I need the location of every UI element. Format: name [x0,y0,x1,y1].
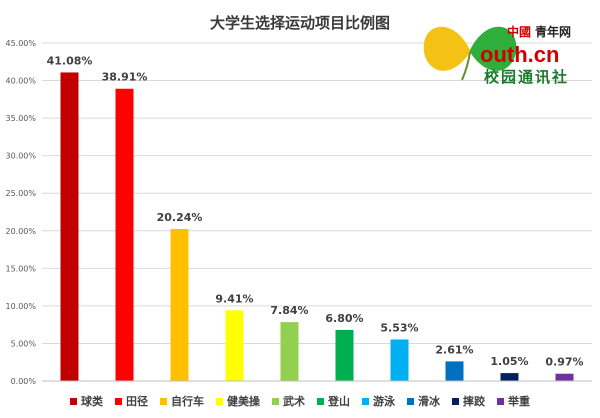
y-tick-label: 30.00% [5,152,36,161]
logo-sub: 校园通讯社 [484,68,569,86]
legend-swatch [216,398,223,405]
legend-label: 球类 [81,394,104,408]
y-tick-label: 10.00% [5,302,36,311]
bar-5 [280,322,299,381]
logo-top-black: 青年网 [535,24,571,39]
legend-swatch [452,398,459,405]
legend: 球类 田径 自行车 健美操 武术 登山 游泳 滑冰 摔跤 举重 [70,394,530,408]
legend-swatch [160,398,167,405]
data-label: 0.97% [545,356,583,369]
data-label: 2.61% [435,343,473,356]
y-tick-label: 35.00% [5,114,36,123]
data-label: 5.53% [380,321,418,334]
youth-cn-logo: 中國 青年网 outh.cn 校园通讯社 [423,24,571,86]
legend-swatch [497,398,504,405]
gridlines [42,42,592,344]
bar-7 [390,339,409,381]
data-label: 38.91% [102,71,148,84]
logo-top-red: 中國 [507,24,531,39]
bar-9 [500,373,519,381]
y-tick-label: 5.00% [11,339,37,348]
y-tick-label: 15.00% [5,264,36,273]
legend-label: 武术 [283,394,305,408]
legend-label: 健美操 [227,394,261,408]
legend-swatch [362,398,369,405]
bar-2 [115,88,134,381]
bar-6 [335,329,354,381]
ginkgo-leaf-icon [423,26,517,81]
logo-main: outh.cn [480,42,559,67]
legend-swatch [407,398,414,405]
data-label: 6.80% [325,312,363,325]
legend-label: 摔跤 [463,394,485,408]
legend-swatch [317,398,324,405]
data-label: 20.24% [157,211,203,224]
y-tick-label: 45.00% [5,39,36,48]
data-label: 9.41% [215,292,253,305]
y-tick-label: 20.00% [5,227,36,236]
legend-swatch [272,398,279,405]
y-tick-label: 40.00% [5,77,36,86]
legend-label: 滑冰 [418,394,441,408]
legend-label: 举重 [507,394,530,408]
bar-8 [445,361,464,381]
bar-10 [555,373,574,381]
legend-label: 游泳 [373,394,396,408]
legend-label: 登山 [327,394,350,408]
legend-swatch [115,398,122,405]
legend-label: 田径 [126,394,148,408]
bar-3 [170,228,189,381]
legend-swatch [70,398,77,405]
data-labels: 41.08% 38.91% 20.24% 9.41% 7.84% 6.80% 5.53% 2.… [47,54,584,368]
chart-title: 大学生选择运动项目比例图 [210,14,390,32]
data-label: 7.84% [270,304,308,317]
data-label: 1.05% [490,355,528,368]
bar-4 [225,310,244,381]
bars [60,72,574,382]
legend-label: 自行车 [171,394,204,408]
bar-1 [60,72,79,382]
y-axis-tick-labels: 0.00% 5.00% 10.00% 15.00% 20.00% 25.00% 30.00%… [5,39,36,386]
y-tick-label: 25.00% [5,189,36,198]
y-tick-label: 0.00% [11,377,37,386]
data-label: 41.08% [47,54,93,67]
